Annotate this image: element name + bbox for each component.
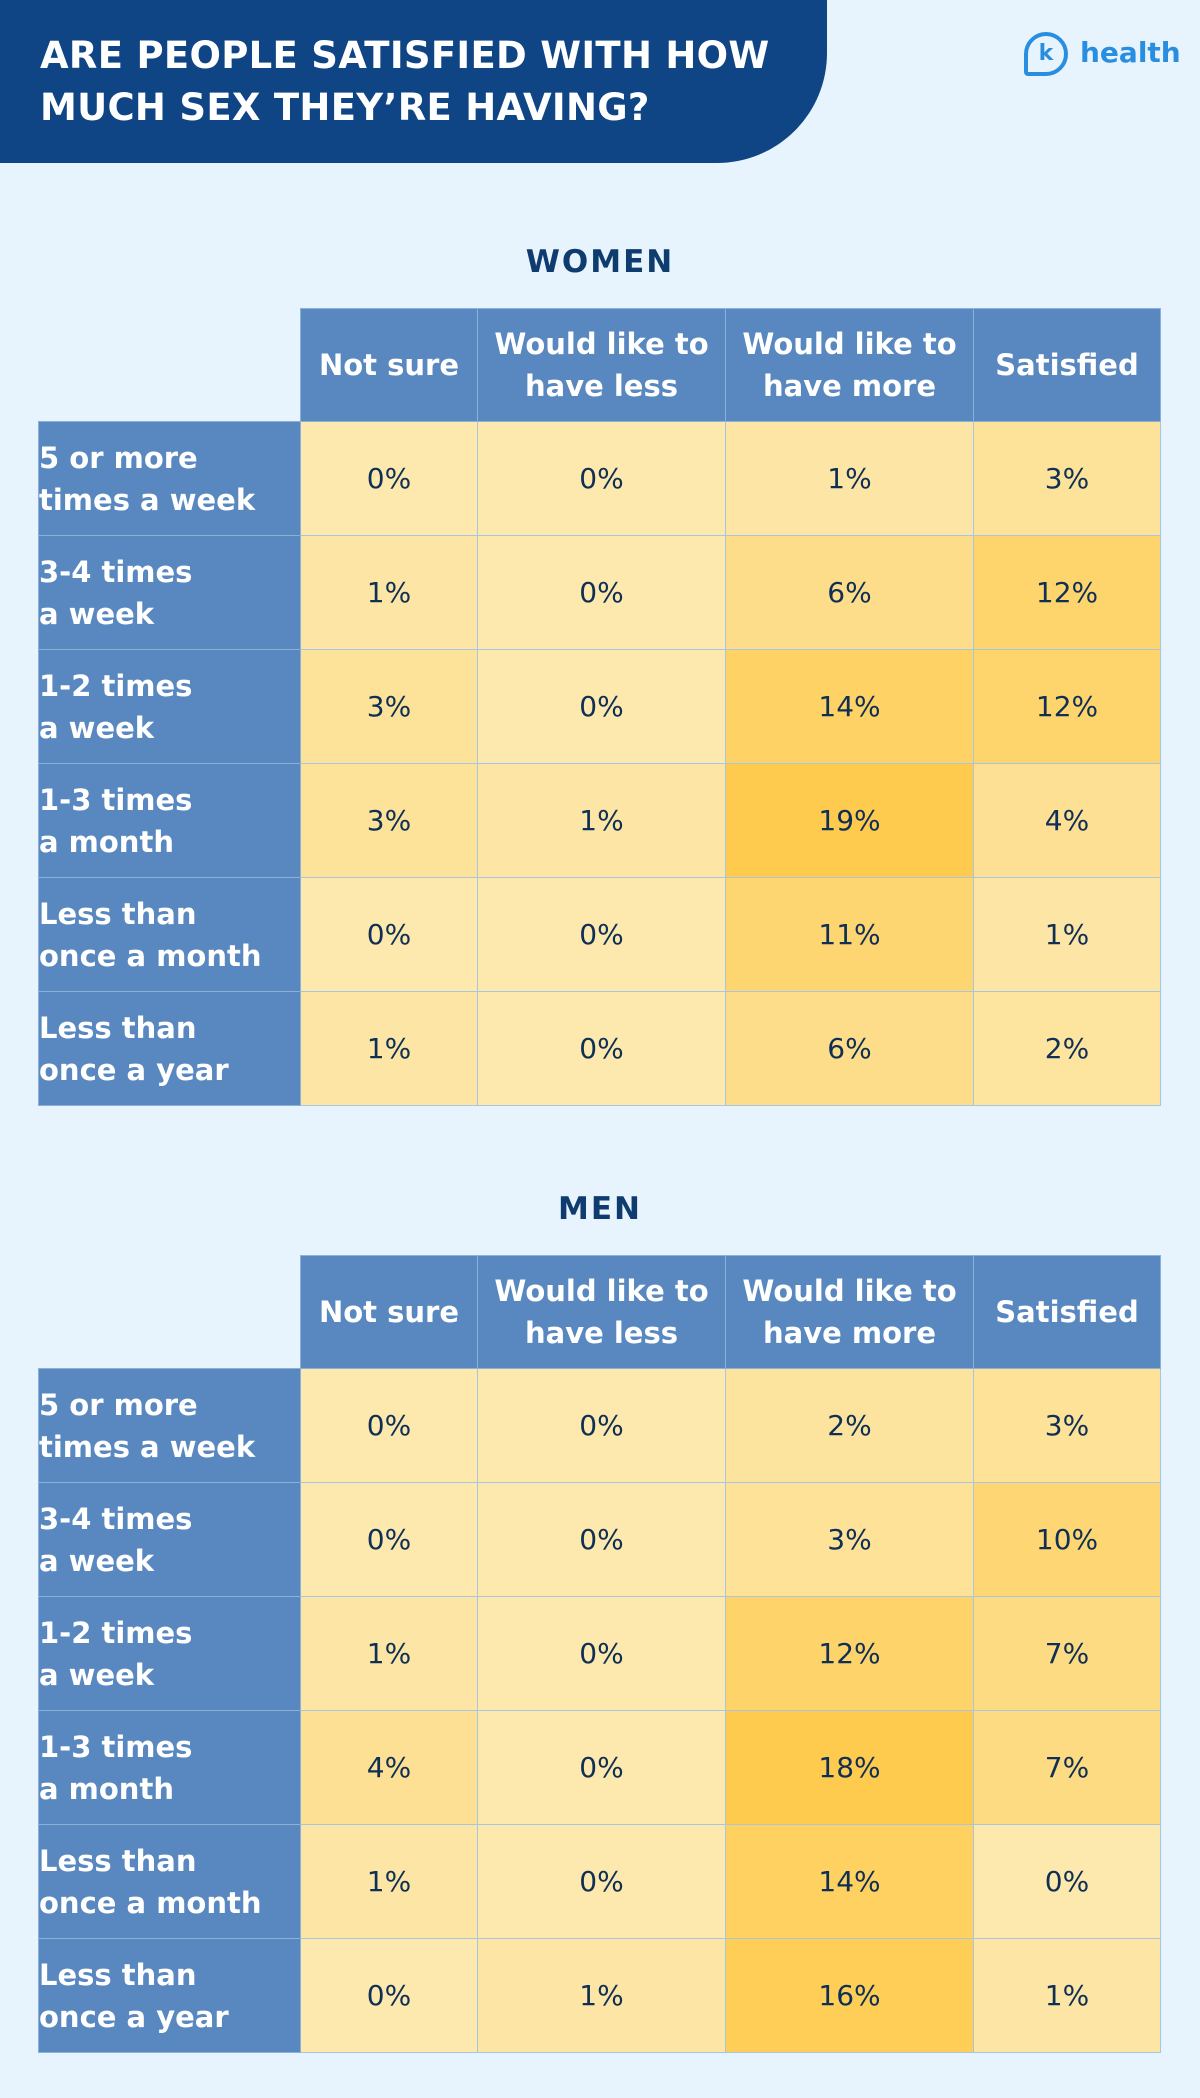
table-row: 3-4 times a week 0% 0% 3% 10% [38,1482,1161,1597]
row-header: Less than once a month [38,877,301,992]
heat-cell: 12% [725,1596,974,1711]
heat-cell: 3% [973,421,1161,536]
heat-cell: 0% [300,877,478,992]
heat-cell: 6% [725,991,974,1106]
row-header: 1-3 times a month [38,763,301,878]
heat-cell: 4% [973,763,1161,878]
heat-cell: 0% [300,1938,478,2053]
corner-cell [39,309,301,422]
heat-cell: 0% [477,1824,726,1939]
men-heatmap: Not sure Would like to have less Would l… [38,1255,1161,2053]
heat-cell: 0% [477,877,726,992]
heat-cell: 0% [477,1596,726,1711]
heat-cell: 6% [725,535,974,650]
col-header: Would like to have less [477,308,726,422]
col-header: Not sure [300,308,478,422]
heat-cell: 0% [477,1710,726,1825]
page-title: ARE PEOPLE SATISFIED WITH HOW MUCH SEX T… [40,30,770,134]
heat-cell: 1% [300,1596,478,1711]
heat-cell: 14% [725,1824,974,1939]
table-row: Less than once a month 0% 0% 11% 1% [38,877,1161,992]
heat-cell: 0% [477,421,726,536]
heat-cell: 14% [725,649,974,764]
women-heatmap: Not sure Would like to have less Would l… [38,308,1161,1106]
men-section-title: MEN [558,1191,642,1227]
heat-cell: 7% [973,1710,1161,1825]
row-header: 3-4 times a week [38,1482,301,1597]
col-header: Satisfied [973,1255,1161,1369]
heat-cell: 3% [973,1368,1161,1483]
table-row: 3-4 times a week 1% 0% 6% 12% [38,535,1161,650]
table-row: 5 or more times a week 0% 0% 2% 3% [38,1368,1161,1483]
heat-cell: 11% [725,877,974,992]
row-header: 1-2 times a week [38,649,301,764]
table-row: Less than once a year 0% 1% 16% 1% [38,1938,1161,2053]
heat-cell: 1% [973,1938,1161,2053]
table-row: Less than once a year 1% 0% 6% 2% [38,991,1161,1106]
heat-cell: 0% [477,649,726,764]
col-header: Would like to have more [725,1255,974,1369]
page-title-line-2: MUCH SEX THEY’RE HAVING? [40,86,650,129]
heat-cell: 0% [300,421,478,536]
heat-cell: 4% [300,1710,478,1825]
heat-cell: 0% [477,1368,726,1483]
heat-cell: 19% [725,763,974,878]
table-row: 1-2 times a week 3% 0% 14% 12% [38,649,1161,764]
heat-cell: 7% [973,1596,1161,1711]
heat-cell: 1% [300,535,478,650]
heat-cell: 12% [973,535,1161,650]
table-row: 1-2 times a week 1% 0% 12% 7% [38,1596,1161,1711]
heat-cell: 12% [973,649,1161,764]
heat-cell: 10% [973,1482,1161,1597]
k-logo-icon: k [1024,32,1068,76]
row-header: Less than once a year [38,991,301,1106]
heat-cell: 1% [477,1938,726,2053]
heat-cell: 1% [973,877,1161,992]
heat-cell: 0% [300,1482,478,1597]
heat-cell: 1% [300,991,478,1106]
table-row: 1-3 times a month 3% 1% 19% 4% [38,763,1161,878]
heat-cell: 3% [300,649,478,764]
col-header: Satisfied [973,308,1161,422]
heat-cell: 0% [973,1824,1161,1939]
heat-cell: 3% [725,1482,974,1597]
page-title-line-1: ARE PEOPLE SATISFIED WITH HOW [40,34,770,77]
table-row: Less than once a month 1% 0% 14% 0% [38,1824,1161,1939]
row-header: 1-3 times a month [38,1710,301,1825]
row-header: Less than once a month [38,1824,301,1939]
row-header: 3-4 times a week [38,535,301,650]
heat-cell: 1% [725,421,974,536]
logo-wordmark: health [1080,36,1181,69]
row-header: 1-2 times a week [38,1596,301,1711]
women-section-title: WOMEN [525,244,675,280]
col-header: Would like to have more [725,308,974,422]
table-row: 5 or more times a week 0% 0% 1% 3% [38,421,1161,536]
heat-cell: 0% [477,991,726,1106]
title-banner: ARE PEOPLE SATISFIED WITH HOW MUCH SEX T… [0,0,827,163]
col-header: Not sure [300,1255,478,1369]
heat-cell: 2% [725,1368,974,1483]
row-header: Less than once a year [38,1938,301,2053]
corner-cell [39,1256,301,1369]
heat-cell: 16% [725,1938,974,2053]
heat-cell: 0% [477,1482,726,1597]
table-row: 1-3 times a month 4% 0% 18% 7% [38,1710,1161,1825]
heat-cell: 1% [300,1824,478,1939]
heat-cell: 1% [477,763,726,878]
heat-cell: 0% [477,535,726,650]
heat-cell: 3% [300,763,478,878]
col-header: Would like to have less [477,1255,726,1369]
heat-cell: 2% [973,991,1161,1106]
row-header: 5 or more times a week [38,421,301,536]
row-header: 5 or more times a week [38,1368,301,1483]
heat-cell: 18% [725,1710,974,1825]
heat-cell: 0% [300,1368,478,1483]
